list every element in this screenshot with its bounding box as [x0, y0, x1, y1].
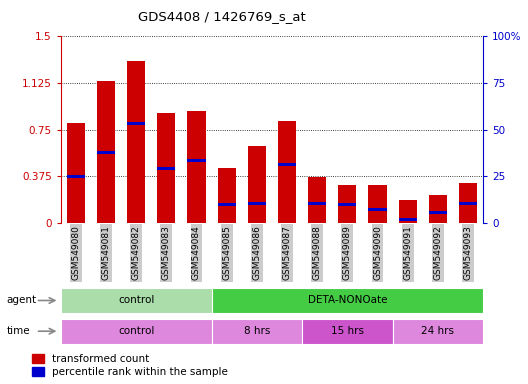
Text: GSM549088: GSM549088: [313, 225, 322, 280]
Text: 24 hrs: 24 hrs: [421, 326, 455, 336]
Bar: [369, 185, 386, 223]
Text: control: control: [118, 295, 154, 306]
Bar: [338, 202, 356, 206]
Text: GSM549084: GSM549084: [192, 225, 201, 280]
Bar: [429, 210, 447, 214]
Bar: [187, 159, 205, 162]
Bar: [302, 319, 393, 344]
Bar: [369, 207, 386, 210]
Text: GSM549086: GSM549086: [252, 225, 261, 280]
Bar: [67, 123, 85, 223]
Bar: [127, 122, 145, 125]
Bar: [212, 319, 302, 344]
Bar: [157, 167, 175, 170]
Text: control: control: [118, 326, 154, 336]
Text: DETA-NONOate: DETA-NONOate: [308, 295, 387, 306]
Bar: [248, 202, 266, 205]
Text: 8 hrs: 8 hrs: [243, 326, 270, 336]
Text: GSM549093: GSM549093: [464, 225, 473, 280]
Bar: [399, 218, 417, 221]
Bar: [459, 183, 477, 223]
Bar: [278, 121, 296, 223]
Text: GSM549090: GSM549090: [373, 225, 382, 280]
Bar: [187, 111, 205, 223]
Legend: transformed count, percentile rank within the sample: transformed count, percentile rank withi…: [32, 354, 228, 377]
Bar: [157, 113, 175, 223]
Text: GDS4408 / 1426769_s_at: GDS4408 / 1426769_s_at: [138, 10, 306, 23]
Bar: [308, 202, 326, 205]
Bar: [61, 288, 212, 313]
Bar: [218, 168, 235, 223]
Bar: [67, 175, 85, 178]
Bar: [459, 202, 477, 205]
Bar: [97, 151, 115, 154]
Text: GSM549091: GSM549091: [403, 225, 412, 280]
Text: GSM549080: GSM549080: [71, 225, 80, 280]
Bar: [61, 319, 212, 344]
Bar: [218, 202, 235, 206]
Bar: [97, 81, 115, 223]
Text: GSM549083: GSM549083: [162, 225, 171, 280]
Bar: [212, 288, 483, 313]
Bar: [308, 177, 326, 223]
Text: GSM549089: GSM549089: [343, 225, 352, 280]
Text: time: time: [7, 326, 31, 336]
Text: GSM549085: GSM549085: [222, 225, 231, 280]
Text: GSM549081: GSM549081: [101, 225, 110, 280]
Text: GSM549092: GSM549092: [433, 225, 442, 280]
Text: GSM549082: GSM549082: [131, 225, 140, 280]
Text: agent: agent: [7, 295, 37, 305]
Bar: [248, 146, 266, 223]
Text: 15 hrs: 15 hrs: [331, 326, 364, 336]
Text: GSM549087: GSM549087: [282, 225, 291, 280]
Bar: [393, 319, 483, 344]
Bar: [429, 195, 447, 223]
Bar: [278, 163, 296, 166]
Bar: [338, 185, 356, 223]
Bar: [127, 61, 145, 223]
Bar: [399, 200, 417, 223]
